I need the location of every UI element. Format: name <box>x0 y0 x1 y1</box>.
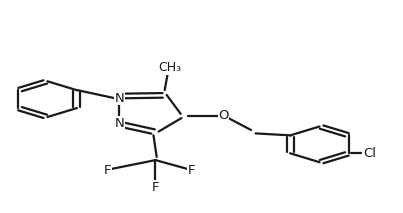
Text: F: F <box>152 181 159 194</box>
Text: F: F <box>104 164 111 177</box>
Text: N: N <box>114 92 125 105</box>
Text: CH₃: CH₃ <box>158 61 181 74</box>
Text: N: N <box>114 117 125 130</box>
Text: F: F <box>188 164 195 177</box>
Text: Cl: Cl <box>364 147 376 160</box>
Text: O: O <box>218 109 229 122</box>
